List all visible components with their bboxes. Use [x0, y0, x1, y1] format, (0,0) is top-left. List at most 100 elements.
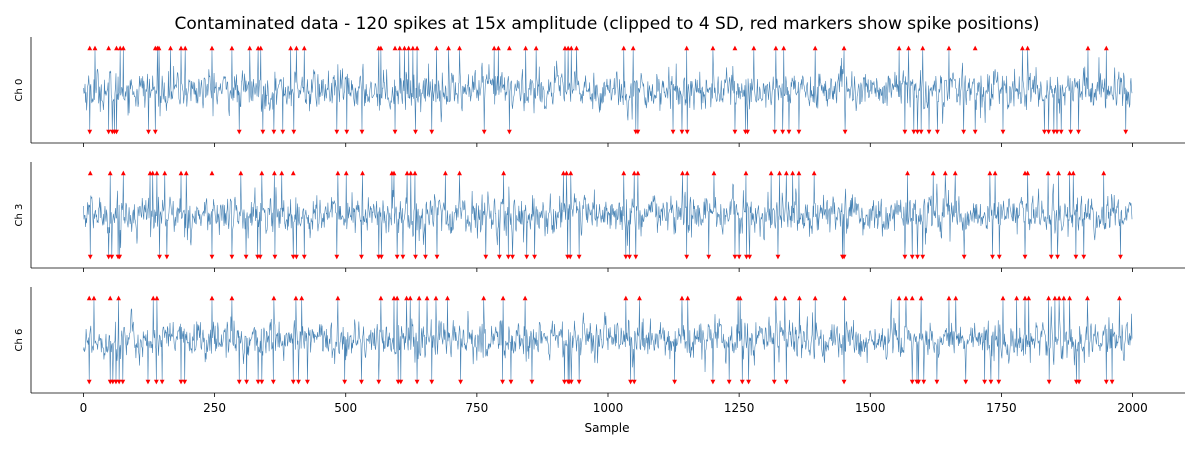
spike-marker-down [305, 379, 310, 385]
spike-marker-down [505, 254, 511, 260]
spike-marker-up [768, 170, 774, 176]
spike-marker-down [915, 129, 920, 135]
spike-marker-down [576, 254, 582, 260]
spike-marker-up [501, 170, 507, 176]
spike-marker-down [732, 129, 738, 135]
panel-0: Ch 0 [14, 37, 1185, 147]
spike-marker-up [271, 170, 277, 176]
spike-marker-up [404, 295, 409, 301]
spike-marker-up [777, 170, 782, 176]
spike-marker-up [412, 170, 418, 176]
x-tick-label: 500 [334, 401, 357, 415]
spike-marker-up [930, 170, 936, 176]
spike-marker-down [963, 379, 969, 385]
spike-marker-up [773, 45, 779, 51]
spike-marker-down [532, 254, 537, 260]
spike-marker-up [150, 295, 156, 301]
spike-marker-down [270, 379, 276, 385]
spike-marker-down [990, 254, 995, 260]
x-tick-label: 0 [80, 401, 88, 415]
spike-marker-down [398, 379, 404, 385]
spike-marker-up [635, 170, 641, 176]
panels: Ch 0 Ch 3 Ch 6 [14, 37, 1185, 397]
spike-marker-down [841, 254, 847, 260]
spike-marker-up [293, 295, 299, 301]
spike-marker-down [243, 254, 249, 260]
spike-marker-up [150, 170, 156, 176]
x-tick-label: 1000 [593, 401, 624, 415]
spike-marker-down [117, 254, 123, 260]
spike-marker-down [296, 379, 301, 385]
spike-marker-down [481, 129, 487, 135]
spike-marker-up [404, 170, 410, 176]
spike-marker-up [378, 295, 384, 301]
spike-marker-up [623, 295, 629, 301]
spike-marker-down [746, 379, 751, 385]
spike-marker-up [564, 170, 569, 176]
spike-marker-up [209, 45, 215, 51]
series-line [83, 49, 1133, 131]
spike-marker-up [378, 45, 384, 51]
spike-marker-up [335, 295, 341, 301]
spike-marker-down [508, 379, 514, 385]
spike-marker-up [107, 295, 113, 301]
spike-marker-up [568, 45, 574, 51]
spike-marker-up [301, 45, 307, 51]
spike-marker-down [1022, 254, 1028, 260]
spike-marker-down [414, 379, 420, 385]
spike-marker-up [258, 45, 264, 51]
spike-marker-up [162, 170, 168, 176]
spike-marker-up [751, 45, 757, 51]
spike-marker-down [786, 129, 792, 135]
spike-marker-up [154, 170, 160, 176]
spike-marker-down [1076, 129, 1081, 135]
spike-marker-down [301, 254, 307, 260]
spike-marker-up [106, 45, 112, 51]
spike-marker-up [424, 295, 430, 301]
spike-marker-down [672, 379, 678, 385]
spike-marker-up [290, 170, 296, 176]
spike-marker-down [736, 254, 742, 260]
spike-marker-down [152, 129, 158, 135]
spike-marker-down [1046, 379, 1052, 385]
spike-marker-down [244, 379, 249, 385]
spike-marker-down [909, 379, 915, 385]
spike-marker-down [902, 129, 908, 135]
spike-marker-down [783, 379, 789, 385]
spike-marker-down [260, 129, 266, 135]
spike-marker-down [684, 129, 690, 135]
spike-marker-down [916, 379, 921, 385]
spike-marker-down [483, 254, 489, 260]
spike-marker-up [953, 295, 959, 301]
spike-marker-down [679, 129, 685, 135]
spike-marker-down [400, 254, 406, 260]
spike-marker-up [1070, 170, 1076, 176]
spike-marker-down [918, 129, 924, 135]
spike-marker-down [294, 254, 299, 260]
spike-marker-down [670, 129, 676, 135]
spike-marker-down [745, 129, 750, 135]
spike-marker-down [926, 129, 932, 135]
spike-marker-down [627, 254, 632, 260]
spike-marker-down [290, 379, 296, 385]
spike-marker-up [506, 45, 512, 51]
spike-marker-down [747, 254, 753, 260]
spike-marker-up [1067, 295, 1072, 301]
spike-marker-down [1042, 129, 1047, 135]
spike-marker-down [113, 379, 119, 385]
spike-marker-up [685, 295, 691, 301]
spike-marker-up [407, 295, 413, 301]
spike-marker-down [1051, 129, 1057, 135]
spike-marker-up [288, 45, 294, 51]
spike-marker-up [1101, 170, 1107, 176]
spike-marker-down [726, 379, 732, 385]
spike-marker-down [157, 254, 162, 260]
spike-marker-up [841, 45, 847, 51]
spike-marker-up [120, 170, 126, 176]
spike-marker-up [392, 45, 398, 51]
spike-marker-up [1061, 295, 1067, 301]
spike-marker-down [290, 254, 296, 260]
spike-marker-down [635, 129, 641, 135]
spike-marker-down [209, 254, 215, 260]
